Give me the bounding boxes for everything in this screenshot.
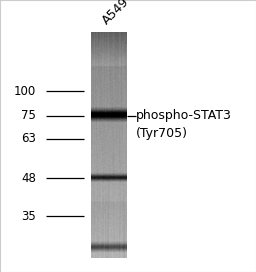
Text: 100: 100 [14, 85, 36, 98]
Text: 63: 63 [21, 132, 36, 145]
Text: 35: 35 [21, 210, 36, 223]
Text: (Tyr705): (Tyr705) [136, 127, 188, 140]
Text: 75: 75 [21, 109, 36, 122]
Text: 48: 48 [21, 172, 36, 185]
Text: A549: A549 [100, 0, 132, 27]
Text: phospho-STAT3: phospho-STAT3 [136, 109, 232, 122]
